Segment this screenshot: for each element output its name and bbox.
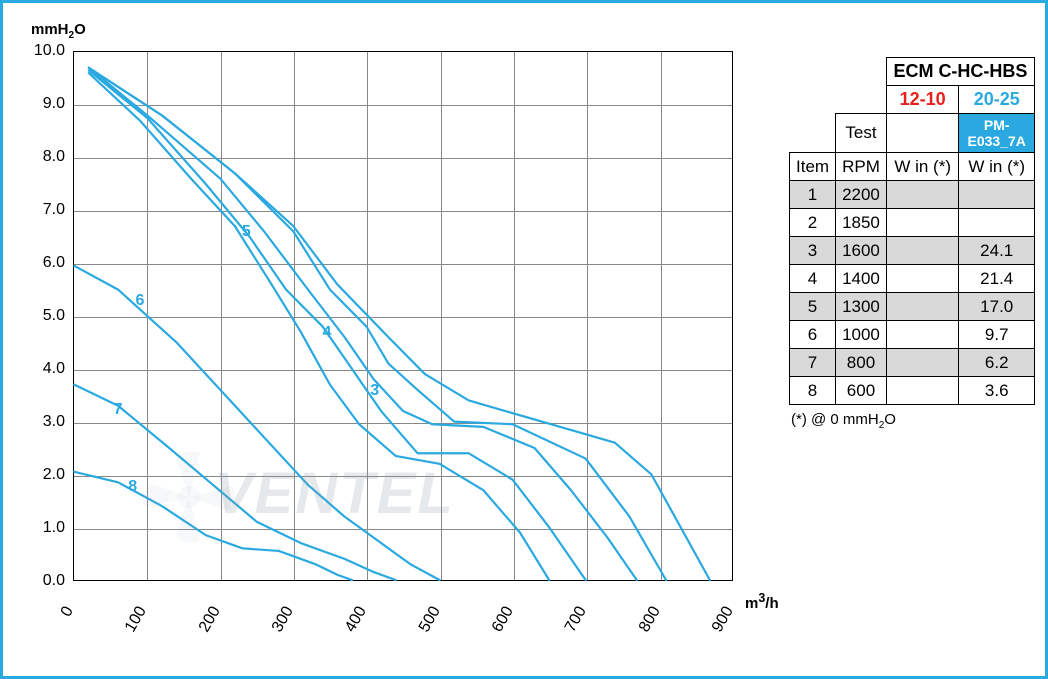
table-row: 61000 9.7 — [790, 321, 1035, 349]
data-table: ECM C-HC-HBS 12-10 20-25 Test PM-E033_7A… — [789, 57, 1035, 405]
curve-6 — [74, 266, 439, 580]
cell-wa — [886, 265, 959, 293]
cell-wb: 24.1 — [959, 237, 1035, 265]
cell-rpm: 1400 — [836, 265, 887, 293]
curve-label-8: 8 — [128, 478, 137, 496]
variant-b-header: 20-25 — [959, 86, 1035, 114]
x-tick: 800 — [636, 604, 665, 636]
variant-a-header: 12-10 — [886, 86, 959, 114]
cell-wb: 6.2 — [959, 349, 1035, 377]
y-tick: 5.0 — [25, 307, 65, 325]
cell-rpm: 1850 — [836, 209, 887, 237]
y-tick: 3.0 — [25, 413, 65, 431]
cell-rpm: 800 — [836, 349, 887, 377]
x-tick: 400 — [342, 604, 371, 636]
curve-2 — [89, 68, 666, 580]
x-tick: 700 — [562, 604, 591, 636]
cell-rpm: 1000 — [836, 321, 887, 349]
y-tick: 10.0 — [25, 42, 65, 60]
table-row: 12200 — [790, 181, 1035, 209]
y-tick: 6.0 — [25, 254, 65, 272]
col-rpm-header: RPM — [836, 153, 887, 181]
chart-container: mmH2O 0.0 1.0 2.0 3.0 4.0 5.0 6.0 7.0 8.0 9.0 10.0… — [25, 21, 765, 653]
curve-label-3: 3 — [370, 382, 379, 400]
y-tick: 9.0 — [25, 95, 65, 113]
x-tick: 200 — [196, 604, 225, 636]
table-row: 8600 3.6 — [790, 377, 1035, 405]
x-tick: 0 — [58, 604, 78, 621]
y-tick: 0.0 — [25, 572, 65, 590]
curve-label-7: 7 — [114, 401, 123, 419]
curve-label-6: 6 — [136, 292, 145, 310]
y-axis-label: mmH2O — [31, 21, 86, 41]
cell-wb: 3.6 — [959, 377, 1035, 405]
cell-rpm: 600 — [836, 377, 887, 405]
col-wa-header: W in (*) — [886, 153, 959, 181]
table-row: 7800 6.2 — [790, 349, 1035, 377]
y-tick: 4.0 — [25, 360, 65, 378]
plot-area: VENTEL 345678 — [73, 51, 733, 581]
test-label-cell: Test — [836, 114, 887, 153]
y-tick: 7.0 — [25, 201, 65, 219]
cell-wa — [886, 377, 959, 405]
cell-wa — [886, 321, 959, 349]
data-table-container: ECM C-HC-HBS 12-10 20-25 Test PM-E033_7A… — [789, 57, 1035, 431]
cell-wa — [886, 181, 959, 209]
cell-wb — [959, 209, 1035, 237]
cell-item: 5 — [790, 293, 836, 321]
y-tick: 8.0 — [25, 148, 65, 166]
outer-frame: mmH2O 0.0 1.0 2.0 3.0 4.0 5.0 6.0 7.0 8.0 9.0 10.0… — [0, 0, 1048, 679]
table-row: 21850 — [790, 209, 1035, 237]
y-tick: 2.0 — [25, 466, 65, 484]
cell-item: 6 — [790, 321, 836, 349]
cell-rpm: 2200 — [836, 181, 887, 209]
curve-label-5: 5 — [242, 223, 251, 241]
cell-item: 3 — [790, 237, 836, 265]
cell-wb: 21.4 — [959, 265, 1035, 293]
cell-rpm: 1300 — [836, 293, 887, 321]
table-title: ECM C-HC-HBS — [886, 58, 1034, 86]
col-wb-header: W in (*) — [959, 153, 1035, 181]
curve-label-4: 4 — [323, 324, 332, 342]
table-row: 31600 24.1 — [790, 237, 1035, 265]
x-tick: 100 — [122, 604, 151, 636]
cell-rpm: 1600 — [836, 237, 887, 265]
cell-wa — [886, 293, 959, 321]
x-axis-label: m3/h — [745, 591, 779, 612]
y-tick: 1.0 — [25, 519, 65, 537]
x-tick: 500 — [416, 604, 445, 636]
x-tick: 600 — [489, 604, 518, 636]
table-row: 41400 21.4 — [790, 265, 1035, 293]
pm-code-cell: PM-E033_7A — [959, 114, 1035, 153]
cell-wa — [886, 209, 959, 237]
x-tick: 900 — [709, 604, 738, 636]
cell-item: 8 — [790, 377, 836, 405]
cell-wb: 17.0 — [959, 293, 1035, 321]
cell-item: 7 — [790, 349, 836, 377]
cell-item: 2 — [790, 209, 836, 237]
cell-wa — [886, 349, 959, 377]
cell-wa — [886, 237, 959, 265]
curves-svg — [74, 52, 732, 580]
cell-item: 4 — [790, 265, 836, 293]
cell-wb: 9.7 — [959, 321, 1035, 349]
cell-wb — [959, 181, 1035, 209]
table-footnote: (*) @ 0 mmH2O — [791, 411, 1035, 431]
x-tick: 300 — [269, 604, 298, 636]
table-row: 51300 17.0 — [790, 293, 1035, 321]
col-item-header: Item — [790, 153, 836, 181]
cell-item: 1 — [790, 181, 836, 209]
